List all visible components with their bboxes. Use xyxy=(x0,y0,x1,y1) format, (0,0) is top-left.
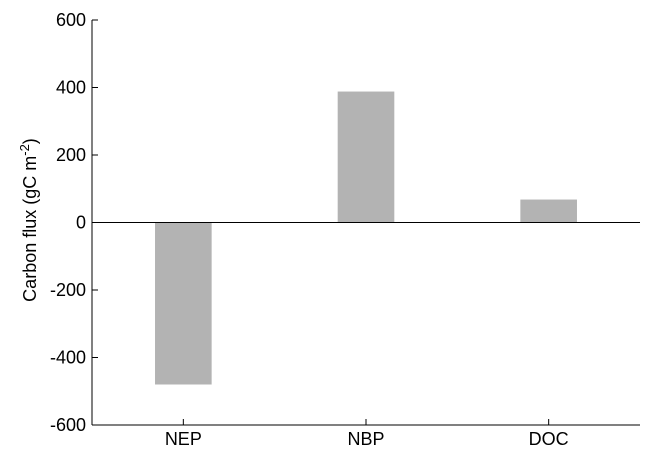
bar-nbp xyxy=(337,91,395,223)
y-axis-label-superscript: -2 xyxy=(17,144,32,156)
x-tick-label-nep: NEP xyxy=(165,429,202,449)
y-tick-label: 0 xyxy=(76,213,86,233)
bar-nep xyxy=(155,222,212,385)
y-axis-label: Carbon flux (gC m-2) xyxy=(17,138,40,302)
bars-group xyxy=(155,91,577,385)
y-ticks-group: -600 -400 -200 0 200 400 600 xyxy=(50,10,98,435)
y-tick-label: -200 xyxy=(50,280,86,300)
y-tick-label: -600 xyxy=(50,415,86,435)
x-tick-label-nbp: NBP xyxy=(347,429,384,449)
x-tick-label-doc: DOC xyxy=(529,429,569,449)
y-tick-label: -400 xyxy=(50,348,86,368)
y-axis-label-text: Carbon flux (gC m xyxy=(20,156,40,302)
y-tick-label: 400 xyxy=(56,78,86,98)
x-ticks-group: NEP NBP DOC xyxy=(165,419,569,449)
y-tick-label: 200 xyxy=(56,145,86,165)
y-tick-label: 600 xyxy=(56,10,86,30)
bar-doc xyxy=(520,199,577,223)
y-axis-label-suffix: ) xyxy=(20,138,40,144)
